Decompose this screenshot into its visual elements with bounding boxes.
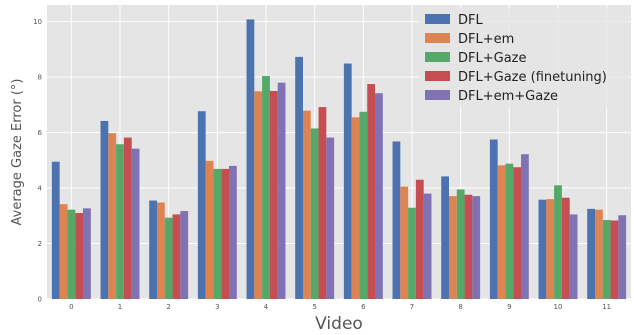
bar: [262, 76, 270, 299]
bar: [221, 168, 230, 299]
bars: [51, 19, 627, 300]
y-tick-label: 2: [38, 240, 42, 248]
legend-swatch: [425, 52, 450, 62]
bar: [392, 141, 401, 299]
bar: [51, 161, 60, 299]
x-tick-label: 4: [264, 303, 269, 311]
bar: [246, 19, 255, 300]
bar: [59, 204, 68, 299]
x-tick-label: 11: [602, 303, 611, 311]
bar: [375, 93, 383, 299]
bar: [205, 160, 214, 299]
y-tick-label: 8: [38, 74, 42, 82]
bar: [546, 199, 555, 299]
bar: [472, 196, 481, 299]
bar: [513, 167, 522, 299]
bar: [569, 214, 578, 299]
y-ticks: 0 2 4 6 8 10: [33, 18, 42, 303]
x-tick-label: 10: [554, 303, 563, 311]
bar: [197, 111, 206, 299]
x-tick-label: 7: [410, 303, 414, 311]
bar: [489, 139, 498, 299]
bar: [131, 148, 140, 299]
legend: DFL DFL+em DFL+Gaze DFL+Gaze (finetuning) DF…: [418, 8, 628, 108]
x-tick-label: 0: [69, 303, 73, 311]
x-tick-label: 6: [361, 303, 366, 311]
bar: [423, 193, 432, 299]
x-tick-label: 1: [118, 303, 122, 311]
legend-label: DFL: [458, 13, 483, 28]
bar: [408, 207, 416, 299]
legend-label: DFL+em+Gaze: [458, 89, 558, 104]
bar: [602, 219, 611, 299]
bar: [415, 179, 424, 299]
bar: [367, 84, 376, 299]
x-tick-label: 2: [166, 303, 170, 311]
legend-box: [418, 8, 628, 108]
y-tick-label: 6: [38, 129, 43, 137]
bar: [561, 197, 570, 299]
bar: [343, 63, 352, 299]
bar: [610, 220, 619, 299]
bar: [149, 200, 157, 299]
bar: [448, 196, 457, 299]
bar: [521, 154, 529, 299]
bar: [302, 110, 311, 299]
legend-label: DFL+Gaze: [458, 51, 527, 66]
bar: [538, 199, 547, 299]
bar: [108, 133, 117, 299]
bar: [75, 213, 84, 299]
bar: [295, 56, 303, 299]
bar: [554, 185, 562, 299]
x-tick-label: 5: [312, 303, 316, 311]
x-ticks: 0 1 2 3 4 5 6 7 8 9 10 11: [69, 303, 611, 311]
x-tick-label: 3: [215, 303, 219, 311]
bar: [359, 111, 368, 299]
bar: [213, 168, 222, 299]
legend-swatch: [425, 33, 450, 43]
bar: [318, 107, 327, 299]
bar: [116, 144, 124, 299]
bar: [123, 137, 132, 299]
legend-label: DFL+em: [458, 32, 514, 47]
bar: [254, 91, 263, 300]
bar: [310, 128, 319, 299]
x-tick-label: 8: [458, 303, 462, 311]
bar: [464, 194, 473, 299]
bar: [100, 120, 109, 299]
legend-swatch: [425, 71, 450, 81]
bar: [618, 215, 627, 299]
bar: [400, 186, 409, 299]
bar: [83, 208, 91, 299]
x-tick-label: 9: [507, 303, 511, 311]
bar: [269, 90, 278, 299]
bar: [164, 217, 173, 299]
bar: [172, 214, 181, 299]
bar: [594, 209, 603, 299]
bar: [587, 208, 595, 299]
bar: [351, 117, 360, 299]
legend-swatch: [425, 14, 450, 24]
y-axis-label: Average Gaze Error (°): [10, 79, 25, 226]
bar: [497, 165, 506, 299]
bar: [326, 137, 335, 299]
bar: [505, 163, 514, 299]
legend-label: DFL+Gaze (finetuning): [458, 70, 607, 85]
bar: [441, 176, 449, 299]
bar: [67, 209, 76, 299]
bar: [180, 211, 189, 299]
bar: [156, 202, 165, 299]
y-tick-label: 0: [38, 296, 42, 304]
legend-swatch: [425, 90, 450, 100]
y-tick-label: 10: [33, 18, 42, 26]
bar: [456, 189, 465, 299]
bar: [277, 82, 286, 300]
x-axis-label: Video: [315, 314, 363, 334]
bar: [229, 165, 237, 299]
y-tick-label: 4: [38, 185, 43, 193]
